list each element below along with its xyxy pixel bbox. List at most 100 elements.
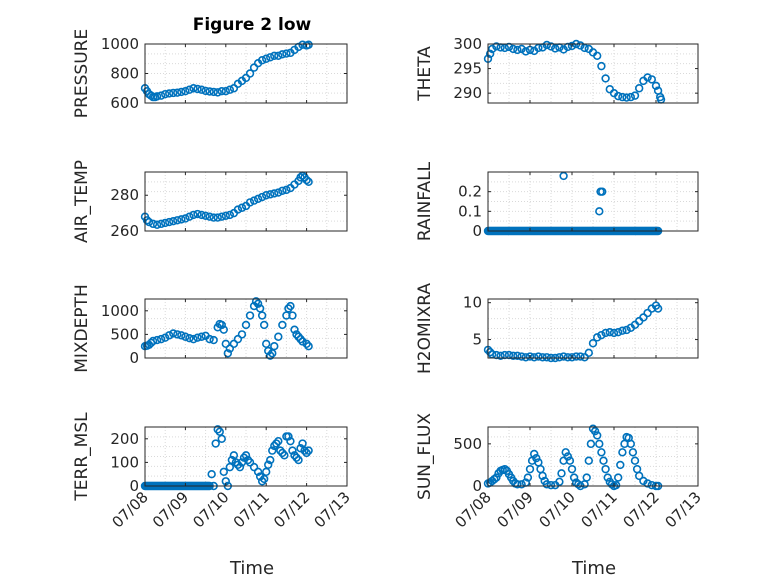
data-point xyxy=(197,85,206,94)
data-point xyxy=(529,449,539,459)
y-tick-label: 10 xyxy=(463,294,482,312)
data-point xyxy=(538,471,547,481)
y-axis-label: THETA xyxy=(415,46,435,102)
data-point xyxy=(161,89,170,99)
data-point xyxy=(189,334,198,344)
data-point xyxy=(207,470,216,479)
data-point xyxy=(525,352,535,361)
data-point xyxy=(613,327,623,337)
data-point xyxy=(563,452,572,461)
data-point xyxy=(565,456,575,465)
data-point xyxy=(630,456,640,465)
data-point xyxy=(597,61,606,71)
data-point xyxy=(152,92,162,101)
y-axis-label: PRESSURE xyxy=(72,29,92,118)
data-point xyxy=(209,335,218,345)
x-axis-label-left: Time xyxy=(229,558,274,579)
figure-title: Figure 2 low xyxy=(193,15,312,35)
data-point xyxy=(557,469,566,478)
axes-frame xyxy=(144,426,348,487)
data-point xyxy=(603,473,612,482)
axes-frame xyxy=(487,171,699,232)
data-point xyxy=(241,451,251,460)
data-point xyxy=(607,480,617,489)
data-point xyxy=(189,84,198,93)
data-point xyxy=(165,217,174,227)
data-point xyxy=(290,325,299,334)
data-point xyxy=(643,73,652,82)
data-point xyxy=(488,44,497,54)
data-point xyxy=(274,51,283,60)
y-tick-label: 500 xyxy=(110,325,139,343)
panel-rainfall: 0 0.10.2 RAINFALL xyxy=(415,161,699,241)
y-axis-label: H2OMIXRA xyxy=(415,283,435,374)
data-point xyxy=(611,480,621,490)
data-point xyxy=(156,219,166,229)
data-point xyxy=(613,473,623,482)
y-tick-label: 0.2 xyxy=(458,183,482,201)
data-point xyxy=(521,47,530,56)
data-point xyxy=(555,353,564,362)
data-point xyxy=(521,353,530,362)
y-tick-label: 300 xyxy=(453,35,482,53)
data-point xyxy=(500,43,509,53)
data-point xyxy=(525,464,535,474)
data-point xyxy=(185,333,194,343)
data-point xyxy=(152,335,162,345)
data-point xyxy=(245,198,255,207)
data-point xyxy=(282,49,291,58)
data-point xyxy=(288,311,297,320)
data-point xyxy=(550,44,560,53)
data-point xyxy=(177,87,186,97)
data-point xyxy=(152,220,162,229)
y-tick-label: 0.1 xyxy=(458,202,482,220)
data-point xyxy=(651,81,661,90)
data-point xyxy=(616,460,625,470)
data-point xyxy=(567,41,577,51)
data-point xyxy=(601,464,610,474)
data-point xyxy=(264,460,273,469)
y-tick-label: 1000 xyxy=(101,302,139,320)
data-point xyxy=(278,50,287,59)
data-point xyxy=(221,86,231,96)
panel-h2omixra: 5 10 H2OMIXRA xyxy=(415,283,699,374)
y-tick-label: 800 xyxy=(110,65,139,83)
data-point xyxy=(209,87,218,97)
data-point xyxy=(233,334,243,344)
data-point xyxy=(245,311,255,320)
data-point xyxy=(193,84,202,94)
y-axis-label: MIXDEPTH xyxy=(72,284,92,373)
data-point xyxy=(148,336,158,346)
data-point xyxy=(304,446,313,455)
data-point xyxy=(601,74,610,83)
data-point xyxy=(605,327,614,337)
data-point xyxy=(213,213,222,222)
data-point xyxy=(201,86,210,96)
data-point xyxy=(517,352,526,361)
data-point xyxy=(618,448,627,457)
y-axis-label: SUN_FLUX xyxy=(415,413,435,500)
data-point xyxy=(237,203,247,212)
data-point xyxy=(653,304,663,313)
data-point xyxy=(278,186,287,195)
data-point xyxy=(185,85,194,94)
data-point xyxy=(569,473,579,482)
data-point xyxy=(249,196,259,205)
data-point xyxy=(219,325,228,334)
data-point xyxy=(622,93,631,102)
panel-sun-flux: 050007/0807/0907/1007/1107/1207/13SUN_FL… xyxy=(415,413,705,532)
data-point xyxy=(613,91,623,101)
data-point xyxy=(181,214,190,223)
data-point xyxy=(225,210,235,220)
data-point xyxy=(270,189,279,198)
data-point xyxy=(221,339,231,349)
data-point xyxy=(268,446,277,455)
data-point xyxy=(169,88,178,98)
data-point xyxy=(628,448,638,457)
data-point xyxy=(181,86,190,96)
data-point xyxy=(534,43,543,53)
data-point xyxy=(634,471,644,481)
data-point xyxy=(563,353,572,362)
data-point xyxy=(148,219,158,229)
